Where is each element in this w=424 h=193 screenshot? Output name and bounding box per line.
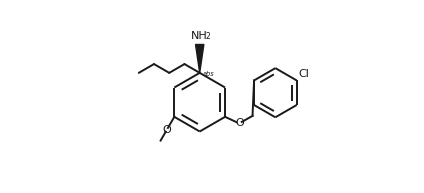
Text: 2: 2 (206, 32, 211, 41)
Text: Cl: Cl (298, 69, 309, 79)
Text: O: O (235, 119, 244, 129)
Text: abs: abs (203, 71, 215, 77)
Text: NH: NH (191, 31, 208, 41)
Text: O: O (162, 125, 171, 135)
Polygon shape (195, 45, 204, 73)
